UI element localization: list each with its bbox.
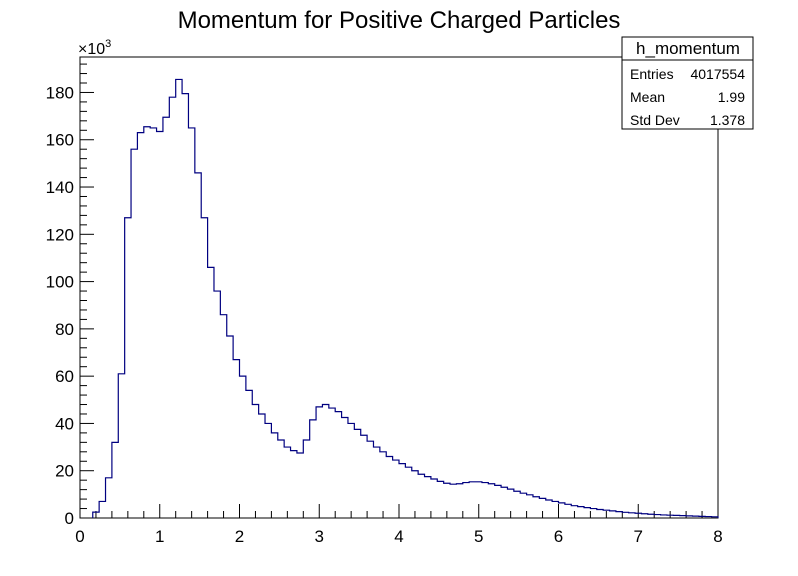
y-tick-label: 0 bbox=[65, 509, 74, 528]
histogram-series-line bbox=[92, 78, 719, 518]
x-tick-label: 7 bbox=[634, 527, 643, 546]
y-tick-label: 120 bbox=[46, 225, 74, 244]
y-axis-tick-labels: 0 20 40 60 80 100 120 140 160 180 bbox=[46, 83, 74, 528]
chart-title: Momentum for Positive Charged Particles bbox=[178, 7, 621, 34]
x-tick-label: 8 bbox=[713, 527, 722, 546]
x-tick-label: 3 bbox=[315, 527, 324, 546]
y-tick-label: 160 bbox=[46, 131, 74, 150]
stats-stddev-value: 1.378 bbox=[710, 112, 745, 128]
stats-box: h_momentum Entries 4017554 Mean 1.99 Std… bbox=[621, 36, 754, 130]
y-axis-multiplier-base: ×10 bbox=[78, 41, 105, 58]
x-tick-label: 1 bbox=[155, 527, 164, 546]
x-tick-label: 6 bbox=[554, 527, 563, 546]
y-axis-ticks bbox=[80, 63, 94, 519]
y-tick-label: 100 bbox=[46, 273, 74, 292]
y-tick-label: 180 bbox=[46, 83, 74, 102]
y-tick-label: 20 bbox=[55, 462, 74, 481]
y-tick-label: 140 bbox=[46, 178, 74, 197]
stats-stddev-label: Std Dev bbox=[630, 112, 680, 128]
y-axis-multiplier: ×103 bbox=[78, 38, 111, 58]
stats-mean-label: Mean bbox=[630, 89, 665, 105]
x-axis-ticks bbox=[79, 504, 719, 518]
y-tick-label: 80 bbox=[55, 320, 74, 339]
x-axis-tick-labels: 0 1 2 3 4 5 6 7 8 bbox=[75, 527, 722, 546]
y-axis-multiplier-exponent: 3 bbox=[105, 38, 111, 50]
stats-mean-value: 1.99 bbox=[718, 89, 745, 105]
x-tick-label: 2 bbox=[235, 527, 244, 546]
stats-entries-value: 4017554 bbox=[690, 66, 745, 82]
x-tick-label: 5 bbox=[474, 527, 483, 546]
stats-box-title: h_momentum bbox=[636, 39, 740, 58]
x-tick-label: 4 bbox=[394, 527, 403, 546]
y-tick-label: 40 bbox=[55, 414, 74, 433]
plot-frame bbox=[79, 56, 719, 519]
y-tick-label: 60 bbox=[55, 367, 74, 386]
stats-entries-label: Entries bbox=[630, 66, 674, 82]
x-tick-label: 0 bbox=[75, 527, 84, 546]
